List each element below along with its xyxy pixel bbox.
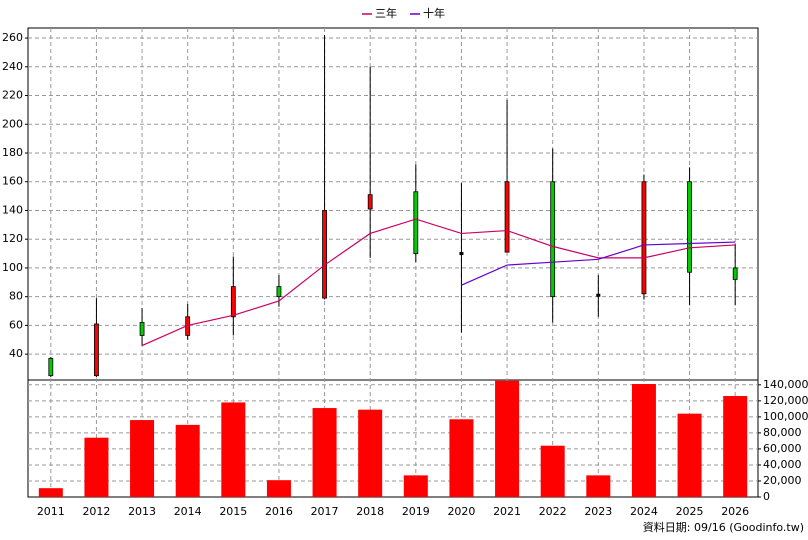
- volume-bar: [266, 480, 291, 497]
- volume-bar: [723, 396, 748, 497]
- volume-bar: [84, 437, 109, 497]
- x-tick-label: 2026: [721, 505, 749, 518]
- candle-body: [276, 286, 282, 298]
- y2-tick-label: 80,000: [763, 426, 802, 439]
- volume-bar: [130, 420, 155, 497]
- volume-bar: [38, 488, 63, 497]
- candle-body: [230, 286, 236, 318]
- y2-tick-label: 140,000: [763, 378, 808, 391]
- candle-body: [550, 181, 556, 298]
- volume-bar: [586, 475, 611, 497]
- x-tick-label: 2014: [174, 505, 202, 518]
- y-tick-label: 200: [2, 117, 23, 130]
- y-tick-label: 80: [9, 290, 23, 303]
- x-tick-label: 2019: [402, 505, 430, 518]
- y2-tick-label: 0: [763, 490, 770, 503]
- x-tick-label: 2016: [265, 505, 293, 518]
- x-tick-label: 2025: [676, 505, 704, 518]
- x-tick-label: 2024: [630, 505, 658, 518]
- x-tick-label: 2013: [128, 505, 156, 518]
- y-tick-label: 120: [2, 232, 23, 245]
- legend-label: 三年: [375, 6, 397, 20]
- x-tick-label: 2021: [493, 505, 521, 518]
- ma-line: [141, 218, 736, 347]
- x-tick-label: 2018: [356, 505, 384, 518]
- volume-bar: [312, 408, 337, 497]
- y-tick-label: 260: [2, 31, 23, 44]
- candle-body: [94, 323, 99, 377]
- candle-body: [322, 210, 327, 299]
- plot-frame: [27, 27, 759, 498]
- volume-bar: [403, 475, 428, 497]
- y-tick-label: 160: [2, 175, 23, 188]
- y-tick-label: 40: [9, 347, 23, 360]
- candle-body: [641, 181, 647, 295]
- y2-tick-label: 60,000: [763, 442, 802, 455]
- y-tick-label: 140: [2, 203, 23, 216]
- ma-line: [461, 241, 736, 286]
- x-tick-label: 2023: [584, 505, 612, 518]
- volume-bar: [677, 413, 702, 497]
- x-tick-label: 2020: [447, 505, 475, 518]
- candle-body: [413, 191, 419, 254]
- volume-bar: [495, 380, 520, 497]
- y2-tick-label: 100,000: [763, 410, 808, 423]
- candle-body: [732, 267, 738, 280]
- candle-body: [367, 194, 373, 210]
- volume-bar: [221, 402, 246, 497]
- y2-tick-label: 40,000: [763, 458, 802, 471]
- candle-body: [139, 322, 145, 336]
- volume-bar: [540, 445, 565, 497]
- y2-tick-label: 120,000: [763, 394, 808, 407]
- y-tick-label: 180: [2, 146, 23, 159]
- candle-body: [504, 181, 510, 253]
- volume-bar: [358, 409, 383, 497]
- volume-bar: [449, 419, 474, 497]
- x-tick-label: 2011: [37, 505, 65, 518]
- x-tick-label: 2022: [539, 505, 567, 518]
- y-tick-label: 60: [9, 318, 23, 331]
- y-tick-label: 240: [2, 60, 23, 73]
- x-tick-label: 2012: [82, 505, 110, 518]
- y-tick-label: 220: [2, 89, 23, 102]
- y-tick-label: 100: [2, 261, 23, 274]
- candle-body: [48, 358, 54, 377]
- x-tick-label: 2015: [219, 505, 247, 518]
- candle-body: [687, 181, 692, 273]
- y2-tick-label: 20,000: [763, 474, 802, 487]
- x-tick-label: 2017: [311, 505, 339, 518]
- volume-bar: [175, 424, 200, 497]
- source-note: 資料日期: 09/16 (Goodinfo.tw): [643, 520, 804, 534]
- volume-bar: [631, 384, 656, 497]
- legend-label: 十年: [423, 6, 445, 20]
